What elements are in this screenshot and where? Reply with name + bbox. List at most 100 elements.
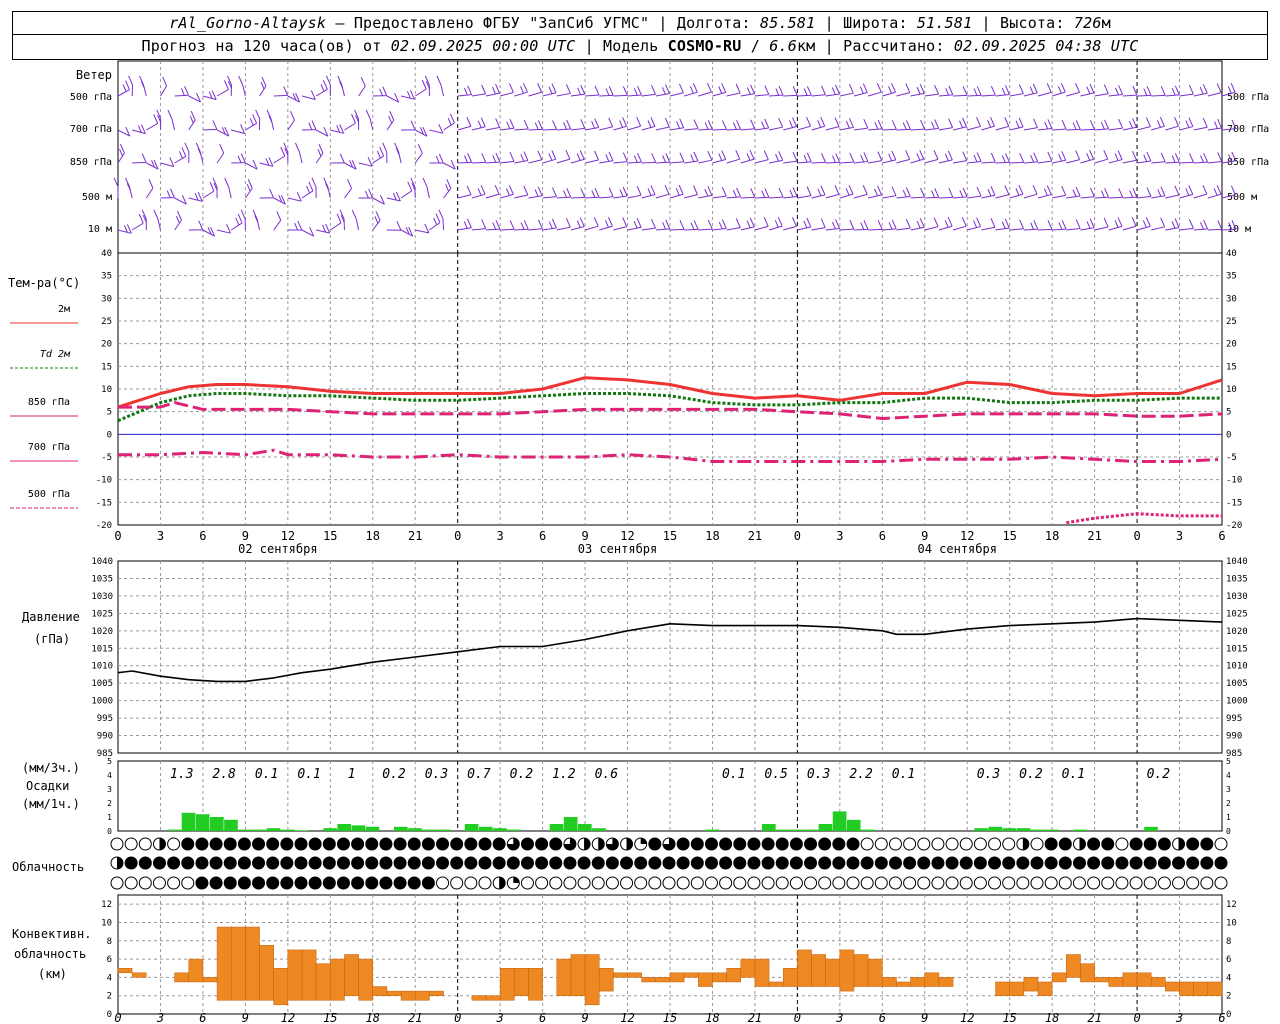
wind-barb-feather [934, 188, 940, 198]
wind-barb [599, 126, 613, 131]
wind-level-label-left: 500 м [82, 192, 112, 203]
cloud-cover-symbol [365, 837, 379, 851]
wind-barb-feather [336, 125, 341, 133]
temp-tick-right: 15 [1226, 362, 1237, 372]
wind-barb-feather [240, 124, 246, 134]
wind-barb [684, 228, 699, 231]
cloud-circle [209, 876, 223, 890]
wind-barb-feather [792, 86, 798, 96]
wind-barb [627, 161, 642, 164]
wind-barb [754, 159, 769, 164]
wind-barb [712, 128, 727, 131]
precip-tick-left: 5 [107, 757, 112, 766]
cloud-circle [973, 876, 987, 890]
wind-barb-feather [651, 85, 656, 95]
wind-barb [669, 92, 684, 97]
wind-barb-feather [848, 83, 854, 94]
wind-barb [245, 122, 257, 131]
cloud-cover-symbol [393, 856, 407, 870]
wind-barb [117, 89, 130, 97]
wind-barb-feather [579, 217, 585, 227]
conv-hour-label: 21 [748, 1011, 762, 1024]
wind-barb-feather [354, 109, 359, 120]
wind-barb-feather [481, 84, 487, 95]
wind-barb [641, 161, 656, 164]
cloud-cover-symbol [549, 856, 563, 870]
wind-barb-feather [224, 80, 229, 90]
cloud-cover-symbol [181, 856, 195, 870]
wind-barb [868, 160, 882, 164]
cloud-circle [733, 876, 747, 890]
wind-barb [627, 125, 641, 131]
wind-barb-feather [1203, 219, 1209, 230]
wind-barb-feather [1033, 220, 1039, 230]
wind-barb-feather [1061, 219, 1067, 230]
wind-barb [1151, 226, 1165, 231]
cloud-cover-symbol [520, 837, 534, 851]
wind-barb-feather [1188, 117, 1194, 127]
cloud-circle [464, 837, 478, 851]
wind-barb-feather [976, 117, 981, 127]
wind-barb-feather [806, 116, 812, 127]
cloud-circle [436, 856, 450, 870]
convective-bar [1136, 972, 1152, 987]
wind-barb-feather [339, 209, 345, 220]
cloud-cover-symbol [818, 876, 832, 890]
wind-barb-feather [690, 222, 695, 230]
precip-bar [832, 811, 847, 831]
convective-bar [1165, 981, 1180, 992]
temp-tick-right: 25 [1226, 317, 1237, 327]
wind-barb-feather [1061, 151, 1067, 161]
wind-barb [1221, 194, 1236, 199]
wind-barb-feather [1001, 155, 1006, 163]
wind-barb-feather [591, 190, 596, 198]
cloud-circle [1101, 856, 1115, 870]
wind-barb [1122, 126, 1137, 131]
cloud-cover-symbol [1200, 837, 1214, 851]
cloud-circle [917, 837, 931, 851]
precip-bar [1144, 826, 1158, 831]
cloud-circle [1214, 856, 1228, 870]
cloud-cover-symbol [648, 837, 662, 851]
wind-barb [924, 93, 939, 97]
cloud-circle [648, 856, 662, 870]
cloud-circle [252, 837, 266, 851]
wind-barb-feather [537, 186, 543, 196]
cloud-cover-symbol [1129, 837, 1143, 851]
wind-barb [500, 193, 514, 199]
wind-barb [570, 127, 585, 131]
cloud-cover-symbol [676, 837, 690, 851]
wind-barb [684, 160, 698, 164]
wind-barb [839, 126, 854, 131]
wind-barb-feather [392, 192, 397, 201]
wind-barb-feather [276, 211, 282, 221]
cloud-cover-symbol [407, 876, 421, 890]
wind-barb-feather [1228, 222, 1233, 230]
wind-barb-feather [396, 221, 402, 231]
cloud-cover-symbol [209, 876, 223, 890]
cloud-circle [1030, 876, 1044, 890]
cloud-cover-symbol [648, 876, 662, 890]
conv-hour-label: 9 [581, 1011, 588, 1024]
cloud-circle [1143, 856, 1157, 870]
cloud-cover-symbol [818, 837, 832, 851]
wind-barb-feather [707, 186, 713, 196]
wind-barb-feather [832, 155, 836, 163]
wind-barb-feather [1004, 117, 1010, 127]
wind-barb [242, 84, 246, 97]
wind-barb [330, 222, 342, 231]
wind-barb-feather [835, 219, 841, 229]
wind-barb [1108, 159, 1123, 164]
wind-barb [1052, 128, 1067, 131]
wind-barb [500, 160, 515, 164]
conv-hour-label: 6 [199, 1011, 206, 1024]
cloud-cover-symbol [620, 856, 634, 870]
convective-bar [386, 990, 402, 996]
temp-tick-left: 40 [101, 249, 112, 259]
cloud-cover-symbol [591, 876, 605, 890]
wind-barb-feather [678, 185, 684, 195]
cloud-cover-symbol [209, 856, 223, 870]
precip-3h-total: 0.1 [1062, 767, 1085, 782]
wind-barb [1108, 225, 1123, 231]
